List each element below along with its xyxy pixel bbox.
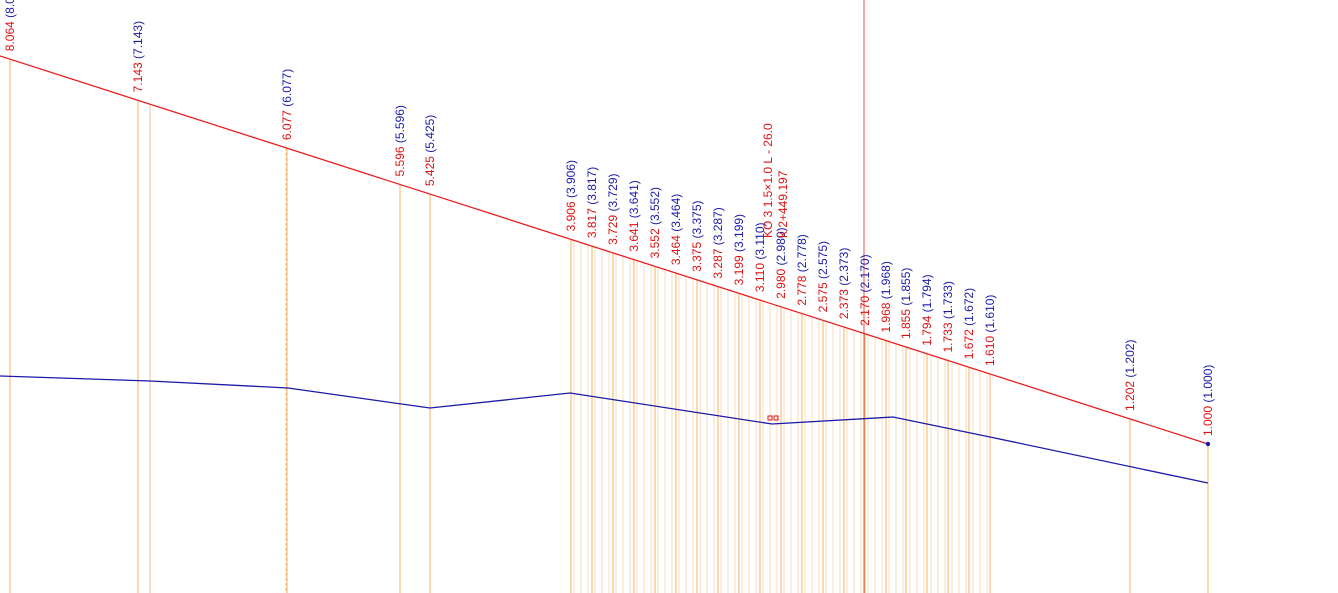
- station-label: 3.464 (3.464): [669, 194, 683, 265]
- culvert-chainage-label: К 2+449.197: [776, 170, 790, 238]
- design-elevation: 2.980: [774, 265, 788, 298]
- station-label: 1.202 (1.202): [1123, 340, 1137, 411]
- culvert-annotation: KO 3 1.5×1.0 L - 26.0 К 2+449.197: [761, 123, 790, 238]
- station-label: 5.596 (5.596): [393, 105, 407, 176]
- station-label: 2.980 (2.980): [774, 227, 788, 298]
- station-labels-layer: 8.064 (8.064) 7.143 (7.143) 6.077 (6.077) 5…: [3, 0, 1215, 436]
- design-elevation: 3.641: [627, 218, 641, 251]
- station-label: 6.077 (6.077): [280, 69, 294, 140]
- station-label: 3.110 (3.110): [753, 222, 767, 292]
- design-elevation: 1.794: [920, 312, 934, 345]
- station-label: 1.672 (1.672): [962, 288, 976, 359]
- station-label: 1.968 (1.968): [879, 261, 893, 332]
- ground-elevation: (8.064): [3, 0, 17, 18]
- ground-elevation: (2.170): [858, 254, 872, 292]
- minor-station-lines-layer: [149, 104, 988, 593]
- ground-elevation: (1.202): [1123, 340, 1137, 378]
- station-label: 2.575 (2.575): [816, 241, 830, 312]
- station-label: 8.064 (8.064): [3, 0, 17, 51]
- station-label: 3.641 (3.641): [627, 180, 641, 251]
- ground-elevation: (1.610): [983, 295, 997, 333]
- design-elevation: 2.575: [816, 279, 830, 312]
- end-point-marker: [1205, 441, 1211, 447]
- design-elevation: 6.077: [280, 107, 294, 140]
- design-elevation: 3.464: [669, 232, 683, 265]
- ground-elevation: (1.672): [962, 288, 976, 326]
- ground-elevation: (1.733): [941, 281, 955, 319]
- design-grade-line: [0, 55, 1209, 445]
- design-elevation: 3.110: [753, 260, 767, 292]
- design-elevation: 3.729: [606, 212, 620, 245]
- ground-elevation: (1.000): [1201, 365, 1215, 403]
- design-elevation: 3.817: [585, 205, 599, 238]
- ground-elevation: (1.855): [899, 268, 913, 306]
- station-label: 3.729 (3.729): [606, 173, 620, 244]
- design-elevation: 2.170: [858, 292, 872, 325]
- ground-elevation: (7.143): [131, 21, 145, 59]
- design-elevation: 1.610: [983, 333, 997, 366]
- station-label: 1.610 (1.610): [983, 295, 997, 366]
- station-label: 2.778 (2.778): [795, 234, 809, 305]
- station-label: 3.552 (3.552): [648, 187, 662, 258]
- station-label: 2.170 (2.170): [858, 254, 872, 325]
- station-label: 7.143 (7.143): [131, 21, 145, 92]
- station-label: 3.906 (3.906): [564, 160, 578, 231]
- station-lines-layer: [9, 59, 1209, 593]
- station-label: 1.794 (1.794): [920, 274, 934, 345]
- ground-elevation: (3.641): [627, 180, 641, 218]
- design-elevation: 2.778: [795, 272, 809, 305]
- ground-elevation: (6.077): [280, 69, 294, 107]
- ground-elevation: (2.373): [837, 248, 851, 286]
- ground-elevation: (1.968): [879, 261, 893, 299]
- ground-elevation: (3.817): [585, 167, 599, 205]
- design-elevation: 2.373: [837, 286, 851, 319]
- station-label: 3.375 (3.375): [690, 200, 704, 271]
- design-elevation: 3.199: [732, 252, 746, 285]
- station-label: 3.199 (3.199): [732, 214, 746, 285]
- station-label: 3.287 (3.287): [711, 207, 725, 278]
- ground-elevation: (3.729): [606, 173, 620, 211]
- design-elevation: 3.552: [648, 225, 662, 258]
- ground-elevation: (2.980): [774, 227, 788, 265]
- ground-profile-line: [0, 375, 1209, 484]
- design-elevation: 1.733: [941, 319, 955, 352]
- design-elevation: 5.425: [423, 153, 437, 186]
- ground-elevation: (3.287): [711, 207, 725, 245]
- design-elevation: 1.855: [899, 306, 913, 339]
- design-elevation: 3.906: [564, 198, 578, 231]
- design-elevation: 5.596: [393, 143, 407, 176]
- ground-elevation: (1.794): [920, 274, 934, 312]
- station-label: 5.425 (5.425): [423, 115, 437, 186]
- station-label: 3.817 (3.817): [585, 167, 599, 238]
- design-elevation: 3.287: [711, 245, 725, 278]
- design-elevation: 1.672: [962, 326, 976, 359]
- design-elevation: 1.000: [1201, 403, 1215, 436]
- station-label: 2.373 (2.373): [837, 248, 851, 319]
- culvert-marker: [767, 415, 779, 421]
- ground-elevation: (2.575): [816, 241, 830, 279]
- ground-elevation: (3.552): [648, 187, 662, 225]
- design-elevation: 7.143: [131, 59, 145, 92]
- culvert-spec-label: KO 3 1.5×1.0 L - 26.0: [761, 123, 775, 238]
- design-elevation: 8.064: [3, 18, 17, 51]
- ground-elevation: (3.906): [564, 160, 578, 198]
- station-label: 1.000 (1.000): [1201, 365, 1215, 436]
- ground-elevation: (5.425): [423, 115, 437, 153]
- station-label: 1.733 (1.733): [941, 281, 955, 352]
- design-elevation: 3.375: [690, 238, 704, 271]
- ground-elevation: (3.464): [669, 194, 683, 232]
- design-elevation: 1.968: [879, 299, 893, 332]
- station-label: 1.855 (1.855): [899, 268, 913, 339]
- ground-elevation: (3.199): [732, 214, 746, 252]
- ground-elevation: (5.596): [393, 105, 407, 143]
- ground-elevation: (3.110): [753, 222, 767, 259]
- ground-elevation: (3.375): [690, 200, 704, 238]
- design-elevation: 1.202: [1123, 378, 1137, 411]
- ground-elevation: (2.778): [795, 234, 809, 272]
